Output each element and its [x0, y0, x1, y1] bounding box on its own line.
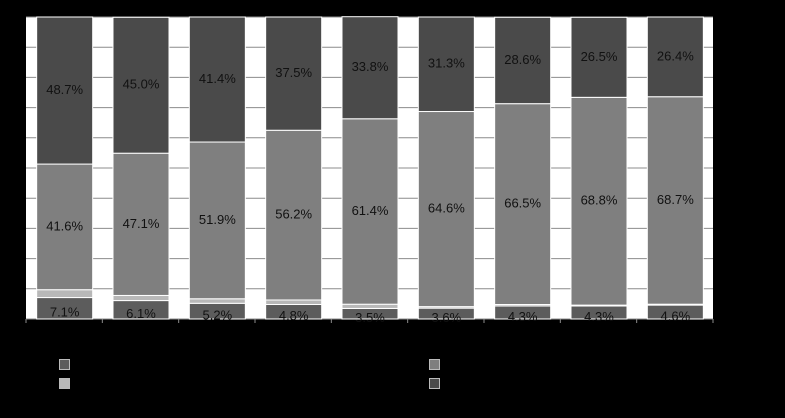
bar-segment [112, 16, 170, 154]
data-label: 7.1% [50, 305, 80, 320]
bar-segment [265, 16, 323, 131]
data-label: 56.2% [275, 207, 312, 222]
data-label: 37.5% [275, 65, 312, 80]
data-label: 4.3% [508, 309, 538, 324]
data-label: 47.1% [123, 216, 160, 231]
bar-segment [417, 16, 475, 113]
data-label: 51.9% [199, 212, 236, 227]
legend-marker-series-1 [59, 359, 70, 370]
legend-marker-series-4 [429, 378, 440, 389]
data-label: 31.3% [428, 56, 465, 71]
bar-segment [36, 16, 94, 165]
data-label: 4.6% [661, 308, 691, 323]
bar-segment [188, 16, 246, 143]
bar-segment [570, 16, 628, 98]
data-label: 48.7% [46, 82, 83, 97]
data-label: 3.5% [355, 310, 385, 325]
bar-segment [112, 294, 170, 302]
legend-marker-series-3 [429, 359, 440, 370]
data-label: 6.1% [126, 306, 156, 321]
data-label: 3.6% [432, 310, 462, 325]
data-label: 64.6% [428, 201, 465, 216]
data-label: 26.4% [657, 48, 694, 63]
data-label: 5.2% [203, 308, 233, 323]
bar-segment [36, 289, 94, 299]
bar-segment [646, 96, 704, 305]
data-label: 26.5% [581, 49, 618, 64]
data-label: 4.3% [584, 309, 614, 324]
data-label: 41.4% [199, 71, 236, 86]
bar-segment [341, 118, 399, 305]
bar-segment [341, 303, 399, 309]
data-label: 33.8% [352, 59, 389, 74]
data-label: 61.4% [352, 203, 389, 218]
bar-segment [188, 298, 246, 304]
data-label: 4.8% [279, 308, 309, 323]
data-label: 41.6% [46, 218, 83, 233]
data-label: 68.8% [581, 193, 618, 208]
data-label: 66.5% [504, 196, 541, 211]
bar-segment [494, 16, 552, 105]
bar-segment [341, 16, 399, 120]
bar-segment [417, 111, 475, 308]
data-label: 45.0% [123, 77, 160, 92]
bar-segment [646, 16, 704, 98]
bar-segment [265, 129, 323, 301]
legend-marker-series-2 [59, 378, 70, 389]
bar-segment [494, 103, 552, 306]
bar-segment [265, 299, 323, 306]
data-label: 68.7% [657, 192, 694, 207]
data-label: 28.6% [504, 52, 541, 67]
